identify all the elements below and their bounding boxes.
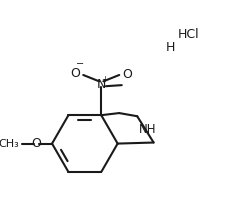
Text: CH₃: CH₃ <box>0 139 19 149</box>
Text: −: − <box>76 59 84 69</box>
Text: N: N <box>96 78 106 91</box>
Text: H: H <box>165 41 174 54</box>
Text: O: O <box>31 137 41 150</box>
Text: +: + <box>101 75 108 84</box>
Text: HCl: HCl <box>177 28 199 41</box>
Text: O: O <box>122 68 132 81</box>
Text: O: O <box>70 68 80 80</box>
Text: NH: NH <box>138 123 155 136</box>
